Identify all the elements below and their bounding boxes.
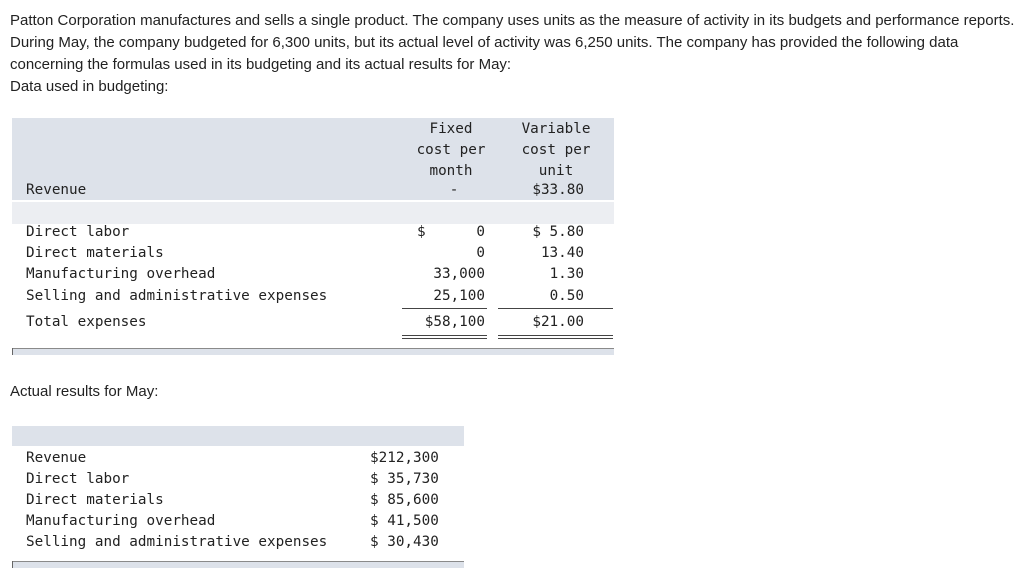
budget-table-scrollbar[interactable]	[12, 348, 614, 355]
total-expenses-variable: $21.00	[532, 314, 584, 330]
variable-header-line-2: cost per	[521, 142, 591, 158]
fixed-cost-header: Fixed cost per month	[404, 119, 498, 182]
variable-subtotal-rule	[498, 308, 613, 309]
actual-table-scrollbar[interactable]	[12, 561, 464, 568]
variable-header-line-3: unit	[538, 163, 574, 179]
variable-total-double-rule-2	[498, 338, 613, 339]
fixed-subtotal-rule	[402, 308, 487, 309]
problem-intro: Patton Corporation manufactures and sell…	[10, 10, 1015, 98]
budget-heading: Data used in budgeting:	[10, 78, 169, 95]
fixed-header-line-3: month	[429, 163, 473, 179]
intro-paragraph: Patton Corporation manufactures and sell…	[10, 12, 1015, 73]
variable-cost-header: Variable cost per unit	[506, 119, 606, 182]
actual-manufacturing-overhead-label: Manufacturing overhead	[26, 513, 216, 529]
actual-selling-admin-value: $ 30,430	[370, 534, 439, 550]
revenue-variable: $33.80	[532, 182, 584, 198]
direct-labor-fixed: 0	[476, 224, 485, 240]
direct-labor-variable: $ 5.80	[532, 224, 584, 240]
selling-admin-fixed: 25,100	[433, 288, 485, 304]
actual-direct-materials-value: $ 85,600	[370, 492, 439, 508]
manufacturing-overhead-fixed: 33,000	[433, 266, 485, 282]
fixed-total-double-rule-2	[402, 338, 487, 339]
budget-header-band	[12, 118, 614, 180]
budget-revenue-band	[12, 180, 614, 200]
actual-manufacturing-overhead-value: $ 41,500	[370, 513, 439, 529]
variable-total-double-rule-1	[498, 335, 613, 336]
actual-selling-admin-label: Selling and administrative expenses	[26, 534, 328, 550]
direct-labor-fixed-prefix: $	[417, 224, 426, 240]
actual-revenue-label: Revenue	[26, 450, 87, 466]
actual-direct-materials-label: Direct materials	[26, 492, 164, 508]
variable-header-line-1: Variable	[521, 121, 591, 137]
direct-materials-label: Direct materials	[26, 245, 164, 261]
actual-direct-labor-label: Direct labor	[26, 471, 130, 487]
selling-admin-label: Selling and administrative expenses	[26, 288, 328, 304]
total-expenses-label: Total expenses	[26, 314, 147, 330]
revenue-label: Revenue	[26, 182, 87, 198]
fixed-header-line-2: cost per	[416, 142, 486, 158]
revenue-fixed: -	[449, 182, 459, 198]
direct-materials-variable: 13.40	[540, 245, 584, 261]
budget-gap-band	[12, 202, 614, 224]
actual-revenue-value: $212,300	[370, 450, 439, 466]
actual-direct-labor-value: $ 35,730	[370, 471, 439, 487]
direct-materials-fixed: 0	[476, 245, 485, 261]
actual-header-band	[12, 426, 464, 446]
manufacturing-overhead-label: Manufacturing overhead	[26, 266, 216, 282]
total-expenses-fixed: $58,100	[424, 314, 485, 330]
actual-results-heading: Actual results for May:	[10, 383, 159, 400]
manufacturing-overhead-variable: 1.30	[549, 266, 584, 282]
fixed-total-double-rule-1	[402, 335, 487, 336]
fixed-header-line-1: Fixed	[429, 121, 473, 137]
selling-admin-variable: 0.50	[549, 288, 584, 304]
direct-labor-label: Direct labor	[26, 224, 130, 240]
